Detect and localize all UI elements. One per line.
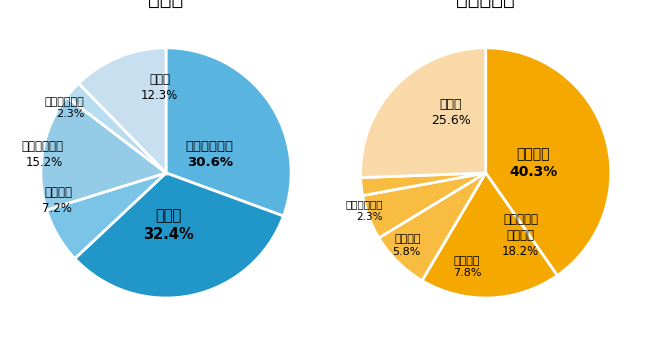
Wedge shape bbox=[47, 173, 166, 259]
Wedge shape bbox=[41, 97, 166, 210]
Text: その他
25.6%: その他 25.6% bbox=[431, 98, 471, 127]
Text: 建築設計
40.3%: 建築設計 40.3% bbox=[509, 147, 557, 179]
Text: 学生・研究生
2.3%: 学生・研究生 2.3% bbox=[45, 97, 84, 119]
Wedge shape bbox=[379, 173, 485, 280]
Text: 学生・研究生
2.3%: 学生・研究生 2.3% bbox=[346, 199, 383, 222]
Wedge shape bbox=[166, 48, 291, 216]
Wedge shape bbox=[363, 173, 485, 238]
Title: 職務内容別: 職務内容別 bbox=[456, 0, 515, 9]
Wedge shape bbox=[79, 48, 166, 173]
Text: 工事監理
5.8%: 工事監理 5.8% bbox=[392, 234, 421, 257]
Text: 建設業
32.4%: 建設業 32.4% bbox=[143, 209, 194, 242]
Title: 職域別: 職域別 bbox=[149, 0, 184, 9]
Text: 建築士事務所
30.6%: 建築士事務所 30.6% bbox=[186, 140, 234, 169]
Text: その他
12.3%: その他 12.3% bbox=[141, 73, 178, 102]
Wedge shape bbox=[75, 173, 284, 298]
Text: 施工管理・
現場監理
18.2%: 施工管理・ 現場監理 18.2% bbox=[502, 213, 539, 258]
Wedge shape bbox=[67, 84, 166, 173]
Wedge shape bbox=[361, 173, 485, 196]
Text: 官公庁等
7.2%: 官公庁等 7.2% bbox=[42, 186, 72, 215]
Text: 住宅メーカー
15.2%: 住宅メーカー 15.2% bbox=[21, 140, 64, 169]
Wedge shape bbox=[422, 173, 557, 298]
Text: 構造設計
7.8%: 構造設計 7.8% bbox=[452, 255, 481, 278]
Wedge shape bbox=[361, 48, 485, 177]
Wedge shape bbox=[485, 48, 611, 276]
